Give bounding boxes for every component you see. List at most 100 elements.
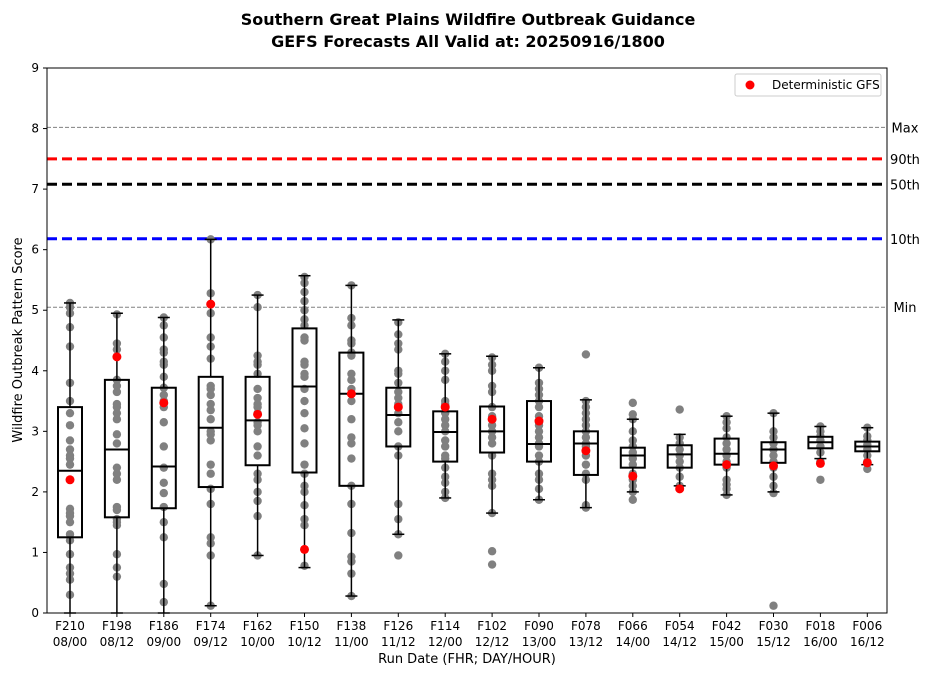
box-f210 [57, 302, 83, 614]
deterministic-point-f186 [159, 398, 169, 408]
deterministic-point-f042 [722, 460, 732, 470]
deterministic-point-f126 [393, 402, 403, 412]
x-tick-label-date: 15/12 [756, 635, 791, 649]
legend-marker-deterministic [745, 80, 755, 90]
x-tick-label-fhr: F114 [430, 619, 460, 633]
member-point [65, 451, 75, 460]
member-point [112, 430, 122, 439]
deterministic-points [65, 299, 872, 554]
member-point [300, 424, 309, 433]
member-point [159, 442, 168, 451]
x-tick-label-date: 13/00 [522, 635, 557, 649]
chart-subtitle: GEFS Forecasts All Valid at: 20250916/18… [271, 32, 665, 51]
box-iqr [57, 406, 83, 539]
x-tick-label-date: 11/00 [334, 635, 369, 649]
member-point [65, 408, 75, 418]
reference-lines [47, 126, 887, 308]
x-tick-label-fhr: F126 [383, 619, 413, 633]
member-point [65, 445, 75, 454]
member-point [65, 460, 75, 469]
x-tick-label-fhr: F150 [290, 619, 320, 633]
member-point [722, 439, 731, 448]
x-tick-label-date: 14/00 [616, 635, 651, 649]
member-point [347, 439, 356, 448]
member-point [769, 488, 778, 498]
member-point [159, 463, 168, 472]
member-point [206, 405, 215, 415]
member-point [253, 418, 262, 427]
member-point [769, 601, 778, 610]
member-point [206, 381, 215, 391]
member-point [206, 399, 215, 409]
member-point [816, 475, 825, 484]
member-point [441, 442, 450, 451]
member-point [65, 517, 75, 527]
member-point [394, 551, 403, 560]
box-f162 [244, 294, 271, 557]
member-point [441, 451, 450, 460]
box-f150 [291, 274, 318, 569]
member-point [581, 460, 591, 469]
x-tick-label-date: 12/00 [428, 635, 463, 649]
y-tick-label: 8 [31, 122, 39, 136]
box-f114 [432, 353, 459, 499]
member-point [347, 375, 356, 385]
legend: Deterministic GFS [734, 73, 882, 97]
box-iqr [572, 430, 599, 476]
deterministic-point-f090 [534, 416, 544, 426]
deterministic-point-f198 [112, 352, 122, 362]
reference-label-10th: 10th [890, 233, 920, 248]
x-tick-label-fhr: F102 [477, 619, 507, 633]
member-point [112, 408, 122, 418]
reference-label-90th: 90th [890, 153, 920, 168]
box-iqr [291, 327, 318, 474]
y-tick-label: 0 [31, 606, 39, 620]
member-point [112, 399, 122, 409]
member-point [159, 478, 168, 488]
member-point [628, 410, 637, 419]
member-point [628, 398, 637, 408]
box-f054 [666, 433, 693, 487]
box-f018 [807, 425, 834, 460]
reference-label-50th: 50th [890, 178, 920, 193]
x-tick-label-date: 12/12 [475, 635, 510, 649]
member-point [394, 387, 403, 397]
member-point [300, 357, 309, 366]
deterministic-point-f114 [440, 402, 450, 412]
y-tick-label: 1 [31, 545, 39, 559]
box-f126 [385, 319, 412, 536]
box-iqr [479, 405, 506, 454]
chart-title: Southern Great Plains Wildfire Outbreak … [241, 10, 696, 29]
x-axis: F210 08/00 F198 08/12 F186 09/00 F174 09/12 F162… [53, 613, 885, 649]
x-axis-label: Run Date (FHR; DAY/HOUR) [378, 652, 556, 667]
x-tick-label-fhr: F006 [852, 619, 882, 633]
member-point [394, 418, 403, 427]
legend-label-deterministic: Deterministic GFS [772, 78, 880, 92]
deterministic-point-f162 [253, 409, 263, 419]
x-tick-label-fhr: F018 [805, 619, 835, 633]
member-point [206, 415, 215, 424]
box-f066 [619, 418, 646, 493]
y-axis-label: Wildfire Outbreak Pattern Score [11, 237, 26, 442]
x-tick-label-fhr: F162 [243, 619, 273, 633]
member-point [253, 442, 262, 451]
box-f102 [479, 355, 506, 514]
member-point [206, 469, 215, 478]
x-tick-label-date: 09/12 [193, 635, 228, 649]
x-tick-label-fhr: F054 [665, 619, 695, 633]
y-tick-label: 7 [31, 182, 39, 196]
x-tick-label-fhr: F090 [524, 619, 554, 633]
member-point [675, 445, 684, 454]
box-iqr [526, 400, 552, 463]
member-point [534, 402, 544, 412]
x-tick-label-fhr: F030 [759, 619, 789, 633]
deterministic-point-f150 [300, 544, 309, 554]
member-point [112, 439, 122, 448]
y-tick-label: 9 [31, 61, 39, 75]
plot-frame [46, 67, 888, 614]
reference-label-max: Max [892, 121, 919, 136]
x-tick-label-fhr: F042 [712, 619, 742, 633]
x-tick-label-fhr: F186 [149, 619, 179, 633]
member-point [487, 439, 497, 448]
